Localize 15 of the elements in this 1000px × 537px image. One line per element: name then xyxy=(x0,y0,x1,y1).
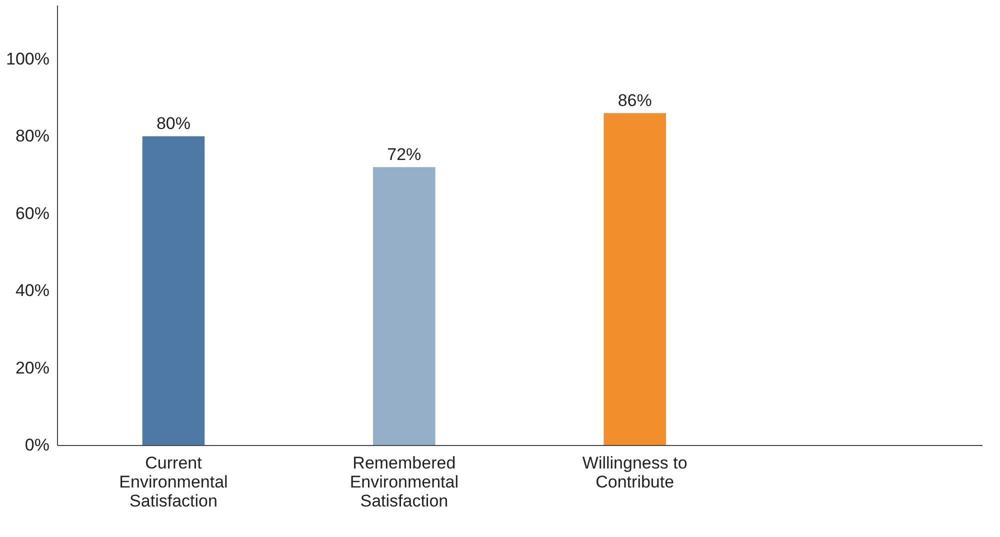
data-label: 72% xyxy=(387,145,422,164)
bar xyxy=(604,113,666,445)
data-label: 80% xyxy=(156,114,191,134)
y-tick-label: 40% xyxy=(15,281,50,300)
bar xyxy=(373,167,436,445)
y-tick-label: 0% xyxy=(24,436,50,454)
x-tick-label: Current Environmental Satisfaction xyxy=(119,454,228,510)
y-tick-label: 20% xyxy=(15,358,50,378)
y-tick-label: 100% xyxy=(6,50,50,69)
data-label: 86% xyxy=(618,91,652,110)
bar xyxy=(142,136,205,445)
y-tick-label: 60% xyxy=(15,204,50,223)
x-tick-label: Willingness to Contribute xyxy=(582,454,688,492)
x-tick-label: Remembered Environmental Satisfaction xyxy=(350,454,458,510)
y-tick-label: 80% xyxy=(15,126,50,146)
